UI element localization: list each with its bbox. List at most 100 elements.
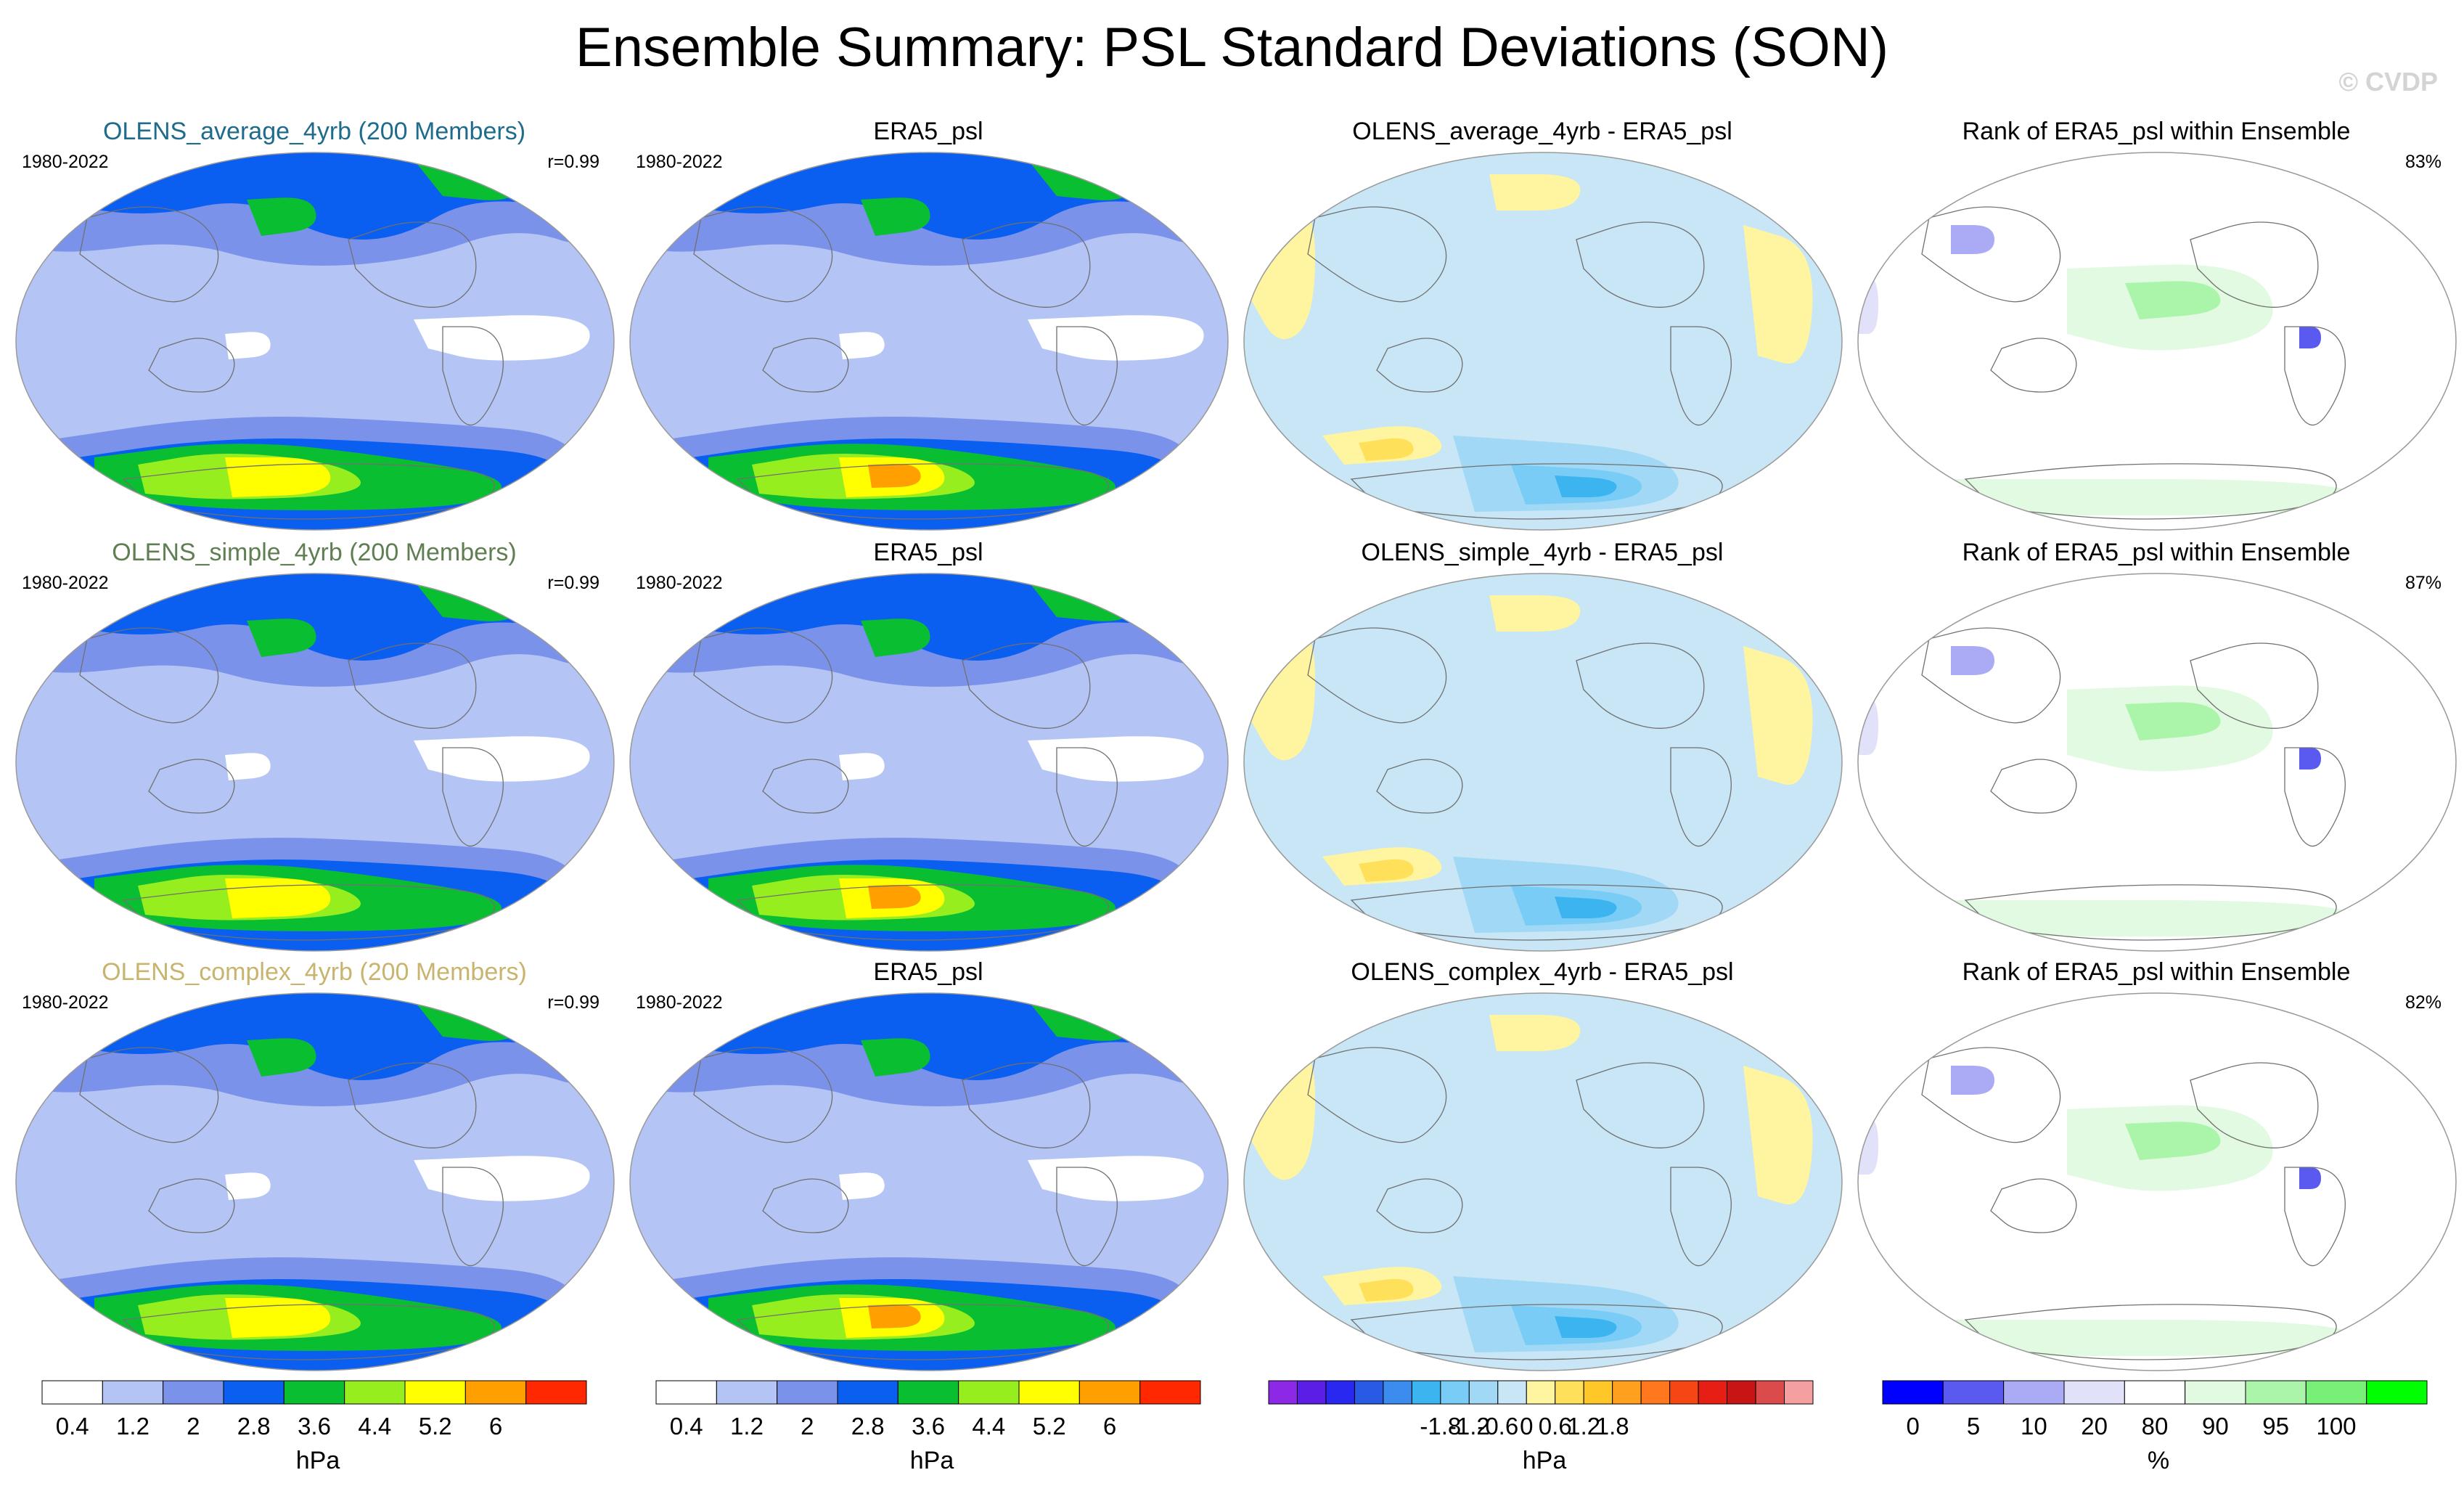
panel-title: ERA5_psl	[873, 118, 983, 145]
coastline-1	[762, 759, 849, 814]
contour-north-36-b	[247, 197, 316, 236]
map-obs	[629, 992, 1229, 1371]
map-field	[1858, 573, 2456, 951]
colorbar-swatch	[1497, 1380, 1527, 1405]
coastline-3	[2284, 1167, 2346, 1267]
panel-model-1: OLENS_average_4yrb (200 Members) 1980-202…	[7, 116, 621, 536]
rank-percent: 87%	[2404, 573, 2442, 593]
panel-diff-1: OLENS_average_4yrb - ERA5_psl	[1235, 116, 1849, 536]
coastline-4	[122, 1304, 495, 1360]
colorbar-tick-label: 0	[1906, 1413, 1919, 1440]
colorbar-swatch	[1440, 1380, 1470, 1405]
colorbar-swatch	[837, 1380, 899, 1405]
panel-rank-1: Rank of ERA5_psl within Ensemble 83%	[1849, 116, 2463, 536]
colorbar-4: 0 5 10 20 80 90 95 100%	[1882, 1380, 2434, 1486]
rank-high-pacific-core	[2125, 1122, 2221, 1160]
colorbar-tick-label: 3.6	[912, 1413, 945, 1440]
colorbar-units: hPa	[909, 1447, 954, 1474]
rank-low-asia	[1951, 225, 1994, 254]
panel-title: Rank of ERA5_psl within Ensemble	[1962, 539, 2351, 566]
colorbar-tick-label: 5.2	[419, 1413, 452, 1440]
colorbar-swatch	[897, 1380, 959, 1405]
colorbar-tick-label: 1.8	[1596, 1413, 1629, 1440]
diff-positive-south-b	[1359, 438, 1414, 461]
colorbar-swatch	[1354, 1380, 1384, 1405]
colorbar-tick-label: 0.4	[670, 1413, 703, 1440]
contour-south-52	[225, 878, 331, 918]
coastline-0	[79, 206, 219, 303]
map-frame	[15, 152, 615, 531]
colorbar-swatch	[958, 1380, 1020, 1405]
period-label: 1980-2022	[22, 992, 109, 1013]
colorbar-swatch	[1268, 1380, 1298, 1405]
map-rank	[1857, 152, 2457, 531]
panel-obs-1: ERA5_psl 1980-2022	[621, 116, 1235, 536]
panel-obs-3: ERA5_psl 1980-2022	[621, 957, 1235, 1376]
colorbar-units: hPa	[1522, 1447, 1567, 1474]
diff-positive-south-b	[1359, 859, 1414, 882]
colorbar-swatch	[404, 1380, 466, 1405]
contour-tropic-low-a	[839, 753, 885, 780]
diff-negative-south-c	[1555, 1316, 1617, 1338]
coastline-1	[148, 759, 235, 814]
colorbar-tick-label: 0.6	[1539, 1413, 1572, 1440]
map-field	[16, 152, 614, 530]
coastline-1	[1376, 1178, 1463, 1233]
panel-title: OLENS_simple_4yrb - ERA5_psl	[1361, 539, 1724, 566]
map-field	[16, 993, 614, 1371]
rank-low-asia	[1951, 1066, 1994, 1095]
colorbar-tick-label: 2.8	[851, 1413, 885, 1440]
contour-tropic-low-a	[839, 1172, 885, 1200]
coastline-3	[1670, 326, 1732, 426]
colorbar-tick-label: 1.2	[730, 1413, 764, 1440]
colorbar-tick-label: 6	[489, 1413, 502, 1440]
colorbar-swatch	[1727, 1380, 1756, 1405]
rank-low-west	[1858, 1116, 1878, 1175]
diff-positive-east	[1743, 225, 1813, 364]
coastline-4	[122, 884, 495, 941]
period-label: 1980-2022	[22, 152, 109, 172]
diff-negative-south-c	[1555, 475, 1617, 497]
map-frame	[629, 573, 1229, 952]
map-frame	[1243, 152, 1843, 531]
colorbar-swatches: 0.4 1.2 2 2.8 3.6 4.4 5.2 6	[655, 1380, 1201, 1440]
panel-diff-3: OLENS_complex_4yrb - ERA5_psl	[1235, 957, 1849, 1376]
colorbar-swatch	[344, 1380, 406, 1405]
colorbar-tick-label: 4.4	[358, 1413, 391, 1440]
panel-rank-3: Rank of ERA5_psl within Ensemble 82%	[1849, 957, 2463, 1376]
coastline-0	[1307, 627, 1447, 724]
colorbar-swatch	[1078, 1380, 1141, 1405]
map-frame	[15, 992, 615, 1371]
colorbar-swatch	[1784, 1380, 1814, 1405]
colorbar-swatch	[2124, 1380, 2186, 1405]
panel-title: Rank of ERA5_psl within Ensemble	[1962, 958, 2351, 986]
coastline-2	[962, 221, 1091, 308]
figure-title: Ensemble Summary: PSL Standard Deviation…	[575, 17, 1889, 78]
colorbar-swatch	[41, 1380, 103, 1405]
map-field	[1858, 993, 2456, 1371]
panel-title: OLENS_average_4yrb - ERA5_psl	[1352, 118, 1732, 145]
colorbar-swatch	[1882, 1380, 1944, 1405]
coastline-4	[1350, 884, 1723, 941]
contour-south-6	[868, 884, 921, 909]
colorbar-swatch	[1139, 1380, 1201, 1405]
colorbar-swatch	[1296, 1380, 1327, 1405]
coastline-2	[348, 1062, 477, 1148]
rank-low-west	[1858, 276, 1878, 335]
colorbar-swatch	[1018, 1380, 1080, 1405]
contour-tropic-low-a	[225, 1172, 271, 1200]
contour-south-52	[225, 1298, 331, 1338]
map-frame	[1857, 152, 2457, 531]
colorbar-tick-label: 100	[2316, 1413, 2356, 1440]
map-frame	[15, 573, 615, 952]
contour-tropic-low-a	[225, 332, 271, 359]
panel-title: OLENS_complex_4yrb (200 Members)	[102, 958, 527, 986]
colorbar-tick-label: 10	[2021, 1413, 2047, 1440]
coastline-3	[2284, 747, 2346, 847]
coastline-2	[2190, 1062, 2319, 1148]
colorbar-swatch	[655, 1380, 717, 1405]
colorbar-tick-label: 4.4	[972, 1413, 1005, 1440]
colorbar-swatch	[2245, 1380, 2307, 1405]
rank-percent: 83%	[2404, 152, 2442, 172]
colorbar-swatch	[525, 1380, 587, 1405]
